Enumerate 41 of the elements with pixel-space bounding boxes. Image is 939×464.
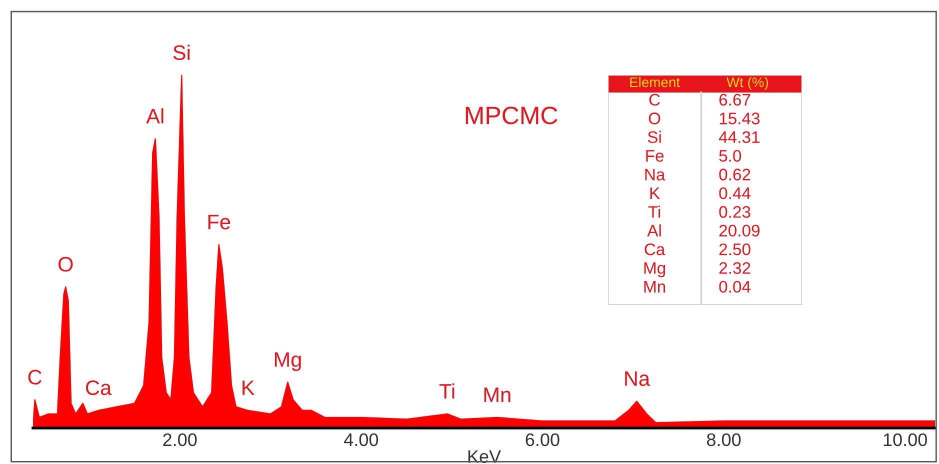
annotation: Ca <box>86 380 112 396</box>
annotation: Mg <box>274 352 301 372</box>
annotation: MPCMC <box>466 106 558 124</box>
annotation: Ti <box>439 383 454 398</box>
annotation: C <box>28 370 42 385</box>
data-label: 0.04 <box>719 280 751 293</box>
category-label: C <box>649 94 660 106</box>
annotation: Al <box>146 108 164 124</box>
data-label: 2.32 <box>719 262 750 274</box>
data-label: 0.23 <box>719 206 750 218</box>
annotation: Na <box>625 371 650 386</box>
data-label: 15.43 <box>720 112 760 124</box>
category-label: Mn <box>644 281 666 292</box>
category-label: K <box>650 188 660 199</box>
data-label: 6.67 <box>719 94 750 106</box>
category-label: Na <box>645 168 666 180</box>
annotation: Si <box>173 44 190 60</box>
annotation: O <box>58 256 73 272</box>
x-tick-label: 4.00 <box>344 433 378 446</box>
category-label: Ti <box>648 206 660 218</box>
category-label: Si <box>648 130 661 144</box>
category-label: Fe <box>646 150 664 162</box>
x-tick-label: 10.00 <box>884 433 927 446</box>
x-tick-label: 2.00 <box>163 433 197 446</box>
category-label: O <box>648 112 660 124</box>
category-label: Ca <box>644 243 666 256</box>
data-label: 20.09 <box>719 224 760 237</box>
annotation: Mn <box>484 388 510 402</box>
annotation: Fe <box>208 214 230 230</box>
data-label: 0.44 <box>719 187 751 200</box>
x-tick-label: 6.00 <box>526 433 560 446</box>
x-tick-label: 8.00 <box>706 433 741 446</box>
data-label: 5.0 <box>719 150 742 162</box>
annotation: K <box>242 380 255 395</box>
category-label: Mg <box>644 262 666 278</box>
annotation: Element <box>630 76 680 88</box>
data-label: 0.62 <box>719 168 750 180</box>
category-label: Al <box>647 224 661 236</box>
annotation: Wt (%) <box>726 76 768 90</box>
data-label: 44.31 <box>718 131 760 144</box>
data-label: 2.50 <box>719 243 750 256</box>
